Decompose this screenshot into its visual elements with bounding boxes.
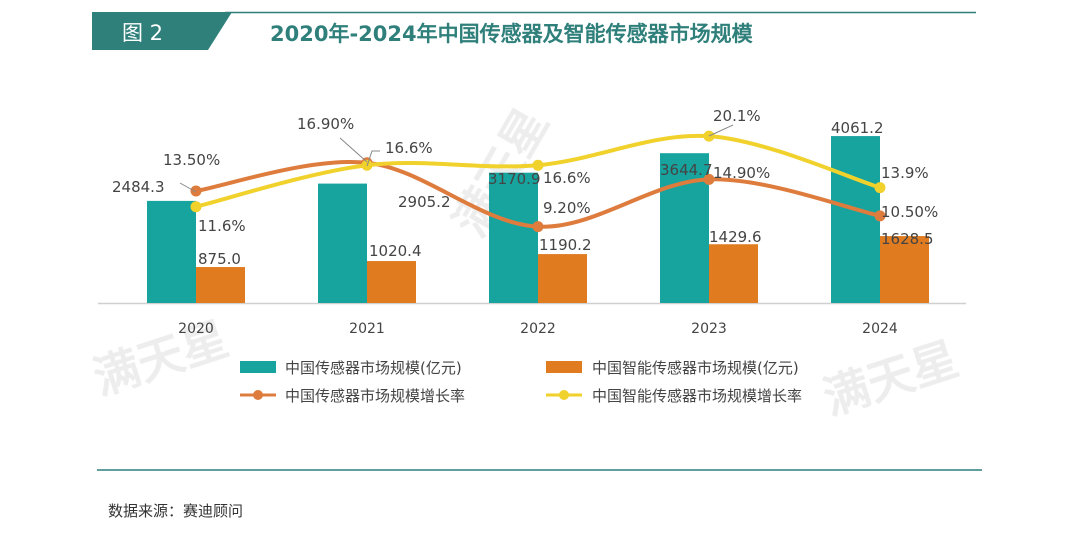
label-smart-growth: 20.1%: [713, 107, 761, 125]
bar-market: [147, 200, 196, 303]
bar-smart: [880, 236, 929, 303]
bar-smart: [367, 261, 416, 303]
label-smart-growth: 16.6%: [385, 139, 433, 157]
label-smart-growth: 16.6%: [543, 169, 591, 187]
label-smart-growth: 13.9%: [881, 164, 929, 182]
source-note: 数据来源：赛迪顾问: [108, 502, 243, 520]
label-market: 2905.2: [398, 193, 451, 211]
bar-smart: [709, 244, 758, 303]
label-smart: 1020.4: [369, 242, 422, 260]
legend-label-market: 中国传感器市场规模(亿元): [285, 359, 462, 377]
marker-smart-growth: [703, 130, 715, 142]
label-market-growth: 13.50%: [163, 151, 220, 169]
label-market-growth: 10.50%: [881, 203, 938, 221]
x-tick-label: 2021: [349, 321, 385, 337]
x-tick-label: 2024: [862, 321, 898, 337]
figure-label-tab: [92, 12, 232, 50]
figure-label: 图 2: [122, 21, 163, 45]
leader-line: [366, 150, 380, 167]
legend: 中国传感器市场规模(亿元) 中国智能传感器市场规模(亿元) 中国传感器市场规模增…: [240, 359, 802, 405]
legend-swatch-market: [240, 361, 276, 373]
legend-marker-smart-growth: [559, 390, 569, 400]
x-tick-label: 2020: [178, 321, 214, 337]
label-smart: 1429.6: [709, 228, 762, 246]
leader-line: [179, 182, 197, 193]
bar-market: [489, 172, 538, 303]
label-market: 2484.3: [112, 178, 165, 196]
x-tick-label: 2022: [520, 321, 556, 337]
leader-line: [339, 137, 368, 163]
label-smart: 1628.5: [881, 230, 934, 248]
bar-market: [831, 136, 880, 303]
label-smart: 875.0: [198, 250, 241, 268]
x-tick-label: 2023: [691, 321, 727, 337]
label-market: 3644.7: [660, 161, 713, 179]
legend-marker-market-growth: [253, 390, 263, 400]
bar-smart: [196, 267, 245, 303]
bar-market: [318, 183, 367, 303]
legend-label-market-growth: 中国传感器市场规模增长率: [285, 387, 465, 405]
chart-title: 2020年-2024年中国传感器及智能传感器市场规模: [270, 22, 754, 46]
label-market-growth: 14.90%: [713, 164, 770, 182]
watermark: 满天星: [817, 331, 965, 425]
legend-label-smart-growth: 中国智能传感器市场规模增长率: [592, 387, 802, 405]
leader-line: [708, 124, 734, 137]
label-market-growth: 9.20%: [543, 199, 591, 217]
marker-market-growth: [703, 173, 715, 185]
marker-smart-growth: [532, 159, 544, 171]
label-market: 4061.2: [831, 119, 884, 137]
marker-smart-growth: [190, 201, 202, 213]
label-smart-growth: 11.6%: [198, 217, 246, 235]
marker-market-growth: [874, 210, 886, 222]
legend-label-smart: 中国智能传感器市场规模(亿元): [592, 359, 799, 377]
label-market-growth: 16.90%: [297, 115, 354, 133]
label-smart: 1190.2: [539, 236, 592, 254]
marker-market-growth: [190, 185, 202, 197]
bar-smart: [538, 254, 587, 303]
label-market: 3170.9: [488, 170, 541, 188]
marker-market-growth: [532, 221, 544, 233]
legend-swatch-smart: [546, 361, 582, 373]
marker-smart-growth: [874, 182, 886, 194]
